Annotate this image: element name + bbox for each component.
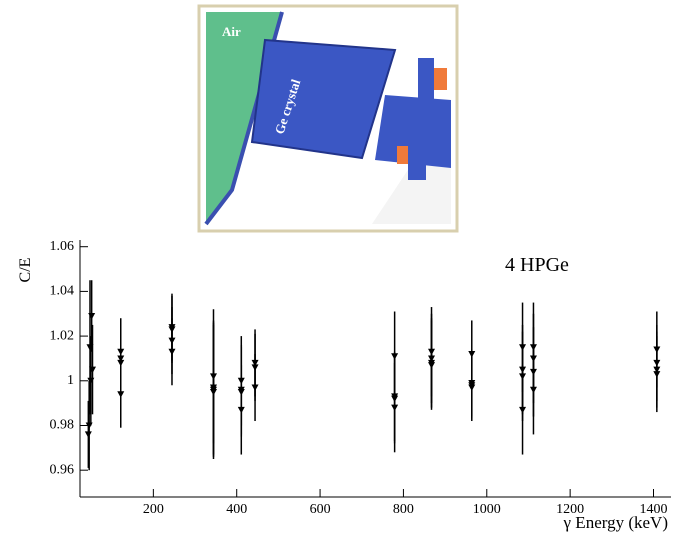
y-tick-label: 0.98	[50, 418, 75, 433]
data-point	[529, 355, 537, 362]
data-point	[237, 406, 245, 414]
mount	[408, 140, 426, 180]
data-point	[519, 406, 527, 414]
data-point	[251, 384, 259, 391]
x-tick-label: 200	[143, 502, 164, 517]
y-tick-label: 0.96	[50, 462, 75, 477]
data-point	[89, 366, 97, 374]
y-tick-label: 1.02	[50, 328, 75, 343]
data-point	[88, 312, 96, 320]
data-point	[87, 377, 95, 385]
ge-crystal	[250, 38, 397, 160]
diagram-label: Air	[222, 24, 241, 39]
data-point	[117, 391, 125, 398]
y-tick-label: 1.06	[50, 239, 75, 254]
data-point	[84, 431, 92, 438]
x-axis-label: γ Energy (keV)	[563, 513, 668, 532]
data-point	[168, 348, 176, 356]
y-tick-label: 1	[67, 373, 74, 388]
data-point	[391, 404, 399, 412]
x-tick-label: 800	[393, 502, 414, 517]
x-tick-label: 1200	[556, 502, 584, 517]
cold-finger	[375, 95, 451, 168]
data-point	[468, 382, 476, 389]
chart: 4 HPGe C/E γ Energy (keV) 0.96 0.98 1 1.02 1…	[17, 239, 671, 532]
y-axis-label: C/E	[17, 258, 34, 283]
data-point	[209, 386, 217, 394]
annotation: 4 HPGe	[505, 254, 569, 276]
mount	[418, 58, 434, 108]
data-point	[428, 359, 436, 367]
x-tick-label: 1000	[473, 502, 501, 517]
x-tick-label: 400	[226, 502, 247, 517]
y-tick-label: 1.04	[50, 284, 75, 299]
data-point	[653, 371, 661, 378]
x-tick-label: 600	[310, 502, 331, 517]
x-tick-label: 1400	[639, 502, 667, 517]
detector-diagram: Air Ge crystal	[197, 4, 459, 233]
